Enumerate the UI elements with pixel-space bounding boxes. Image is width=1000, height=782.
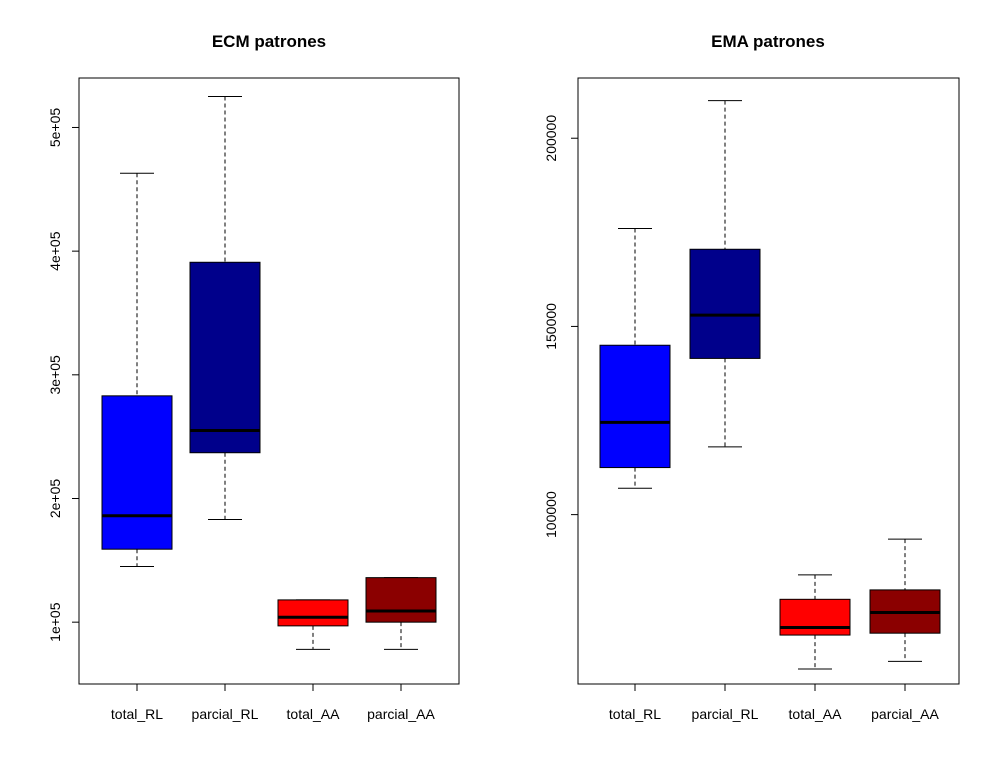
chart-title: ECM patrones [212,32,326,51]
x-tick-label: total_RL [111,706,163,722]
chart-title: EMA patrones [711,32,825,51]
box-iqr [689,248,761,359]
x-tick-label: parcial_AA [871,706,939,722]
ema-boxplot-panel: EMA patrones 100000 150000 200000 total_RL pa… [543,32,960,722]
x-tick-label: parcial_RL [692,706,759,722]
box-iqr [277,599,349,627]
box-total_RL [101,172,173,568]
x-tick-label: total_RL [609,706,661,722]
box-total_RL [599,228,671,489]
box-iqr [599,344,671,469]
x-tick-label: total_AA [789,706,843,722]
ecm-boxplot-panel: ECM patrones 1e+05 2e+05 3e+05 4e+05 5e+05 tot… [47,32,460,722]
box-iqr [779,598,851,636]
y-tick-label: 4e+05 [47,231,63,271]
box-iqr [101,395,173,550]
box-parcial_AA [869,538,941,662]
y-tick-label: 1e+05 [47,602,63,642]
x-tick-label: parcial_RL [192,706,259,722]
y-tick-label: 100000 [543,491,559,538]
x-tick-label: parcial_AA [367,706,435,722]
y-tick-label: 3e+05 [47,355,63,395]
box-iqr [365,577,437,623]
box-parcial_RL [689,100,761,448]
y-tick-label: 2e+05 [47,479,63,519]
box-parcial_RL [189,96,261,521]
y-tick-label: 200000 [543,115,559,162]
box-total_AA [779,574,851,670]
box-parcial_AA [365,577,437,650]
y-tick-label: 5e+05 [47,108,63,148]
y-tick-label: 150000 [543,303,559,350]
box-total_AA [277,599,349,650]
x-tick-label: total_AA [287,706,341,722]
box-iqr [189,261,261,454]
